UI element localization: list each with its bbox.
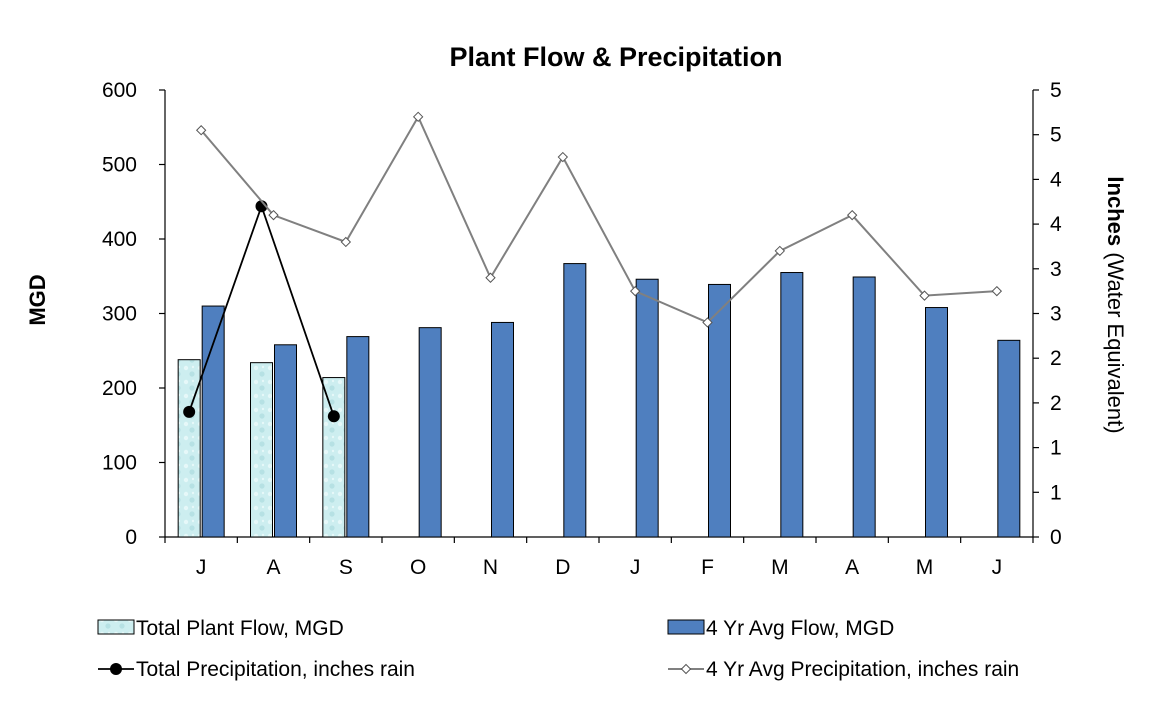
avg-flow-bar [491, 321, 514, 538]
y-right-tick-label: 1 [1050, 437, 1062, 460]
legend-label-precip: Total Precipitation, inches rain [136, 658, 415, 681]
legend-label-avg-precip: 4 Yr Avg Precipitation, inches rain [706, 658, 1019, 681]
y-left-tick-label: 400 [102, 228, 137, 251]
avg-precip-point [991, 285, 1003, 297]
avg-flow-bar [201, 305, 225, 538]
x-tick-label: M [771, 556, 789, 579]
avg-precip-point [557, 151, 569, 163]
avg-precip-point [485, 272, 496, 283]
avg-precip-point [919, 290, 930, 301]
plant-flow-bar [322, 377, 346, 538]
legend-swatch-plant-flow [97, 619, 135, 635]
avg-flow-bar [274, 344, 297, 538]
x-tick-label: J [196, 556, 207, 579]
y-left-tick-label: 0 [125, 526, 137, 549]
legend-swatch-precip-marker [110, 663, 122, 675]
avg-precip-point [195, 125, 207, 136]
avg-flow-bar [780, 272, 804, 538]
legend: Total Plant Flow, MGD 4 Yr Avg Flow, MGD T… [97, 617, 1019, 681]
chart-title: Plant Flow & Precipitation [449, 42, 782, 72]
y-right-tick-label: 5 [1050, 124, 1062, 147]
avg-flow-bar [563, 263, 587, 538]
legend-swatch-avg-precip-marker [680, 663, 692, 675]
y-right-tick-label: 5 [1050, 79, 1062, 102]
x-tick-label: J [992, 556, 1003, 579]
y-right-tick-label: 0 [1050, 526, 1062, 549]
y-right-tick-label: 4 [1050, 213, 1062, 236]
y-left-tick-label: 600 [102, 79, 137, 102]
plot-area: 0 100 200 300 400 500 600 0 1 1 2 2 3 3 4 4 5 5 J A S O N D J F M A… [102, 79, 1062, 579]
plant-flow-bar [177, 359, 201, 538]
avg-precip-point [774, 245, 786, 257]
y-left-tick-label: 300 [102, 303, 137, 326]
y-right-axis-title-rest: (Water Equivalent) [1103, 246, 1128, 433]
avg-flow-bar [997, 339, 1021, 538]
y-right-tick-label: 2 [1050, 347, 1062, 370]
y-right-tick-label: 3 [1050, 258, 1062, 281]
x-tick-label: M [916, 556, 934, 579]
avg-flow-bar [708, 283, 731, 538]
avg-precip-point [702, 317, 713, 328]
avg-precip-point [412, 111, 424, 123]
y-left-tick-label: 500 [102, 154, 137, 177]
avg-precip-point [846, 209, 858, 221]
avg-precip-point [340, 236, 352, 248]
avg-flow-bar [925, 307, 948, 538]
avg-precip-point [268, 209, 279, 221]
avg-flow-bar [635, 278, 659, 538]
legend-swatch-avg-flow [667, 619, 705, 635]
legend-label-plant-flow: Total Plant Flow, MGD [136, 617, 344, 640]
x-tick-label: A [266, 556, 280, 579]
avg-flow-bar [418, 327, 442, 538]
x-tick-label: O [410, 556, 426, 579]
legend-label-avg-flow: 4 Yr Avg Flow, MGD [706, 617, 894, 640]
avg-flow-bar [852, 276, 876, 538]
x-tick-label: J [630, 556, 641, 579]
avg-precip-line [200, 114, 997, 324]
precip-point [327, 410, 340, 423]
x-tick-label: S [339, 556, 353, 579]
x-tick-label: F [701, 556, 714, 579]
y-right-tick-label: 3 [1050, 303, 1062, 326]
y-left-tick-label: 100 [102, 452, 137, 475]
precip-point [183, 405, 196, 418]
plant-flow-bar [250, 362, 273, 538]
y-right-tick-label: 1 [1050, 481, 1062, 504]
avg-precip-point [629, 285, 641, 297]
y-right-tick-label: 4 [1050, 168, 1062, 191]
avg-flow-bar [346, 336, 370, 538]
x-tick-label: D [555, 556, 570, 579]
x-tick-label: N [483, 556, 498, 579]
y-right-axis-title-bold: Inches [1103, 176, 1128, 246]
y-left-tick-label: 200 [102, 377, 137, 400]
y-right-axis-title: Inches (Water Equivalent) [1103, 176, 1128, 433]
y-left-axis-title: MGD [25, 274, 50, 325]
y-right-tick-label: 2 [1050, 392, 1062, 415]
x-tick-label: A [845, 556, 859, 579]
